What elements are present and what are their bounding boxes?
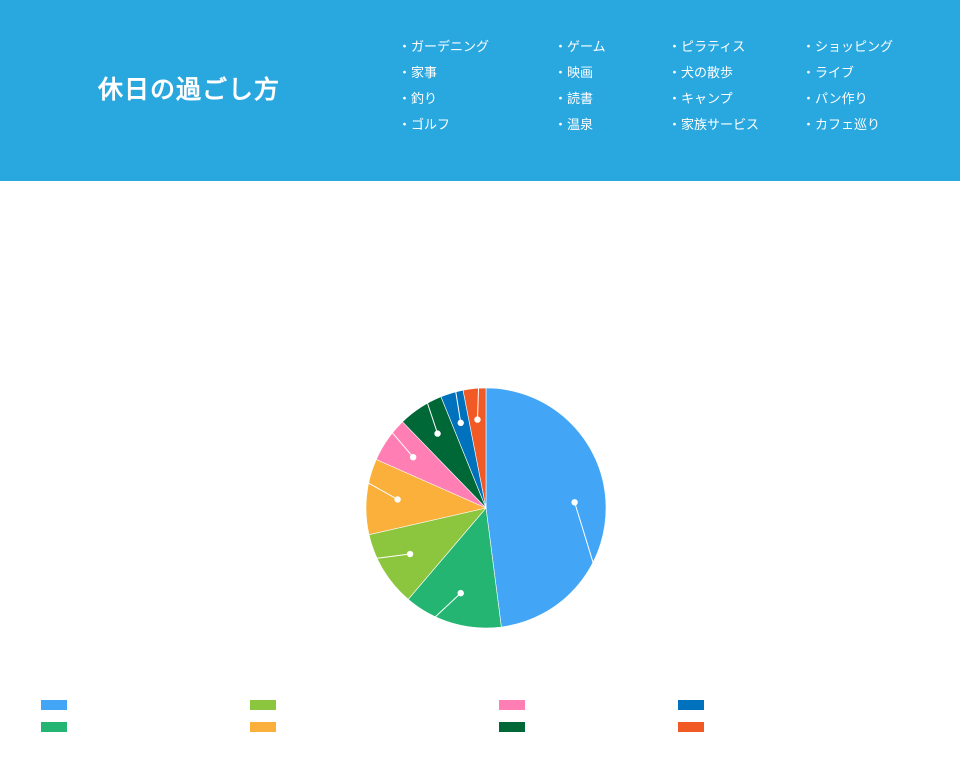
activity-tag: ・釣り: [398, 92, 438, 107]
legend-swatch: [250, 722, 276, 732]
slice-leader-line: [391, 431, 414, 458]
legend-swatch: [41, 700, 67, 710]
activity-tag: ・ゲーム: [554, 40, 606, 55]
activity-tag: ・読書: [554, 92, 594, 107]
activity-tag: ・犬の散歩: [668, 66, 734, 81]
legend-swatch: [250, 700, 276, 710]
slice-label-dot: [409, 453, 417, 461]
pie-slice: [485, 387, 607, 628]
slice-label-dot: [457, 589, 464, 597]
slice-label-dot: [434, 430, 441, 437]
pie-slice: [368, 507, 487, 600]
slice-label-dot: [457, 419, 464, 427]
slice-leader-line: [455, 390, 462, 423]
slice-leader-line: [476, 387, 480, 420]
legend-swatch: [499, 700, 525, 710]
slice-leader-line: [367, 482, 398, 500]
activity-tag: ・家事: [398, 66, 438, 81]
activity-tag: ・ガーデニング: [398, 40, 490, 55]
slice-label-dot: [406, 550, 414, 558]
page-title: 休日の過ごし方: [98, 75, 281, 104]
legend-swatch: [678, 700, 704, 710]
activity-tag: ・パン作り: [802, 92, 868, 107]
activity-tag: ・温泉: [554, 118, 594, 133]
slice-leader-line: [434, 592, 462, 618]
activity-tag: ・カフェ巡り: [802, 118, 881, 133]
activity-tag: ・キャンプ: [668, 92, 733, 107]
slice-label-dot: [394, 496, 401, 503]
slice-label-dot: [474, 416, 481, 423]
slice-leader-line: [426, 402, 439, 434]
slice-label-dot: [571, 499, 578, 506]
activity-tag: ・ショッピング: [802, 40, 894, 55]
header-banner: 休日の過ごし方 ・ガーデニング ・ゲーム ・ピラティス ・ショッピング ・家事 …: [0, 0, 960, 181]
activity-tag: ・家族サービス: [668, 118, 760, 133]
activity-tag: ・ライブ: [802, 66, 855, 81]
slice-leader-line: [574, 502, 594, 564]
activity-tag: ・映画: [554, 66, 594, 81]
legend-swatch: [499, 722, 525, 732]
activity-tag: ・ゴルフ: [398, 118, 451, 133]
pie-slice: [365, 459, 487, 536]
legend-swatch: [41, 722, 67, 732]
legend-swatch: [678, 722, 704, 732]
slice-leader-line: [375, 553, 411, 559]
pie-slice: [462, 387, 487, 509]
pie-chart: [365, 387, 607, 629]
pie-slice: [407, 507, 502, 629]
activity-tag: ・ピラティス: [668, 40, 746, 55]
